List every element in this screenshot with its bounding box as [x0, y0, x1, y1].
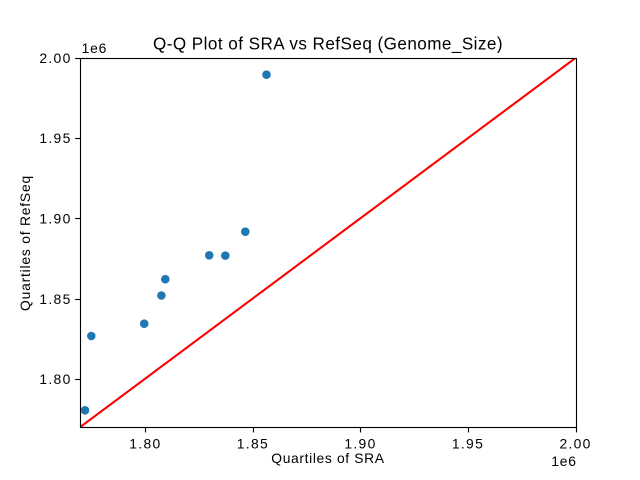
- svg-text:2.00: 2.00: [39, 50, 71, 66]
- svg-text:1.85: 1.85: [237, 435, 269, 451]
- svg-text:2.00: 2.00: [559, 435, 591, 451]
- svg-text:Quartiles of SRA: Quartiles of SRA: [271, 450, 385, 466]
- svg-text:1.95: 1.95: [39, 130, 71, 146]
- svg-text:1.80: 1.80: [39, 371, 71, 387]
- svg-text:1.80: 1.80: [129, 435, 161, 451]
- svg-text:1.90: 1.90: [39, 211, 71, 227]
- svg-text:1.85: 1.85: [39, 291, 71, 307]
- svg-text:Quartiles of RefSeq: Quartiles of RefSeq: [17, 175, 33, 311]
- svg-text:1e6: 1e6: [551, 453, 577, 469]
- svg-text:Q-Q Plot of SRA vs RefSeq (Gen: Q-Q Plot of SRA vs RefSeq (Genome_Size): [153, 34, 503, 53]
- svg-text:1.95: 1.95: [452, 435, 484, 451]
- svg-text:1e6: 1e6: [82, 40, 108, 56]
- svg-text:1.90: 1.90: [344, 435, 376, 451]
